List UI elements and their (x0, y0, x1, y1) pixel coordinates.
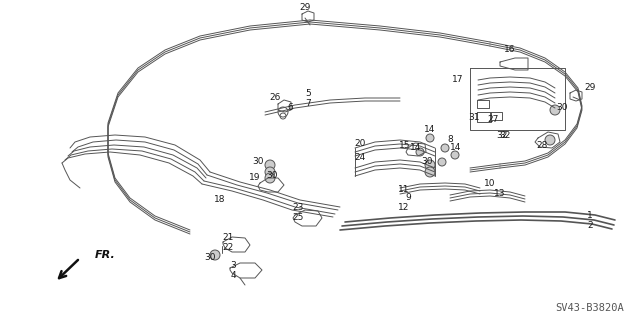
Text: 27: 27 (487, 115, 499, 124)
Circle shape (425, 167, 435, 177)
Text: 9: 9 (405, 194, 411, 203)
Text: 26: 26 (269, 93, 281, 101)
Text: 29: 29 (300, 4, 310, 12)
Text: 30: 30 (252, 158, 264, 167)
Circle shape (265, 167, 275, 177)
Text: 23: 23 (292, 204, 304, 212)
Text: 3: 3 (230, 261, 236, 270)
Circle shape (265, 160, 275, 170)
Text: 25: 25 (292, 213, 304, 222)
Text: 30: 30 (266, 170, 278, 180)
Text: 4: 4 (230, 271, 236, 279)
Text: 16: 16 (504, 46, 516, 55)
Text: 24: 24 (355, 153, 365, 162)
Text: 12: 12 (398, 203, 410, 211)
Text: FR.: FR. (95, 250, 116, 260)
Text: 14: 14 (451, 144, 461, 152)
Circle shape (425, 160, 435, 170)
Text: 30: 30 (556, 103, 568, 113)
Text: 14: 14 (424, 125, 436, 135)
Circle shape (210, 250, 220, 260)
Circle shape (438, 158, 446, 166)
Text: 29: 29 (584, 84, 596, 93)
Text: 32: 32 (499, 130, 511, 139)
Text: 10: 10 (484, 179, 496, 188)
Circle shape (441, 144, 449, 152)
Text: SV43-B3820A: SV43-B3820A (556, 303, 625, 313)
Text: 19: 19 (249, 174, 260, 182)
Text: 30: 30 (204, 253, 216, 262)
Circle shape (416, 148, 424, 156)
Text: 22: 22 (222, 242, 234, 251)
Text: 2: 2 (587, 220, 593, 229)
Text: 31: 31 (468, 114, 480, 122)
Text: 11: 11 (398, 186, 410, 195)
Text: 7: 7 (305, 99, 311, 108)
Text: 8: 8 (447, 136, 453, 145)
Text: 1: 1 (587, 211, 593, 219)
Text: 21: 21 (222, 233, 234, 241)
Circle shape (550, 105, 560, 115)
Text: 28: 28 (536, 140, 548, 150)
Text: 32: 32 (496, 130, 508, 139)
Text: 5: 5 (305, 88, 311, 98)
Text: 6: 6 (287, 102, 293, 112)
Text: 18: 18 (214, 196, 226, 204)
Circle shape (451, 151, 459, 159)
Circle shape (265, 173, 275, 183)
Text: 15: 15 (399, 140, 411, 150)
Text: 17: 17 (452, 76, 464, 85)
Circle shape (426, 134, 434, 142)
Text: 20: 20 (355, 138, 365, 147)
Circle shape (545, 135, 555, 145)
Text: 30: 30 (421, 158, 433, 167)
Text: 13: 13 (494, 189, 506, 197)
Text: 14: 14 (410, 144, 422, 152)
